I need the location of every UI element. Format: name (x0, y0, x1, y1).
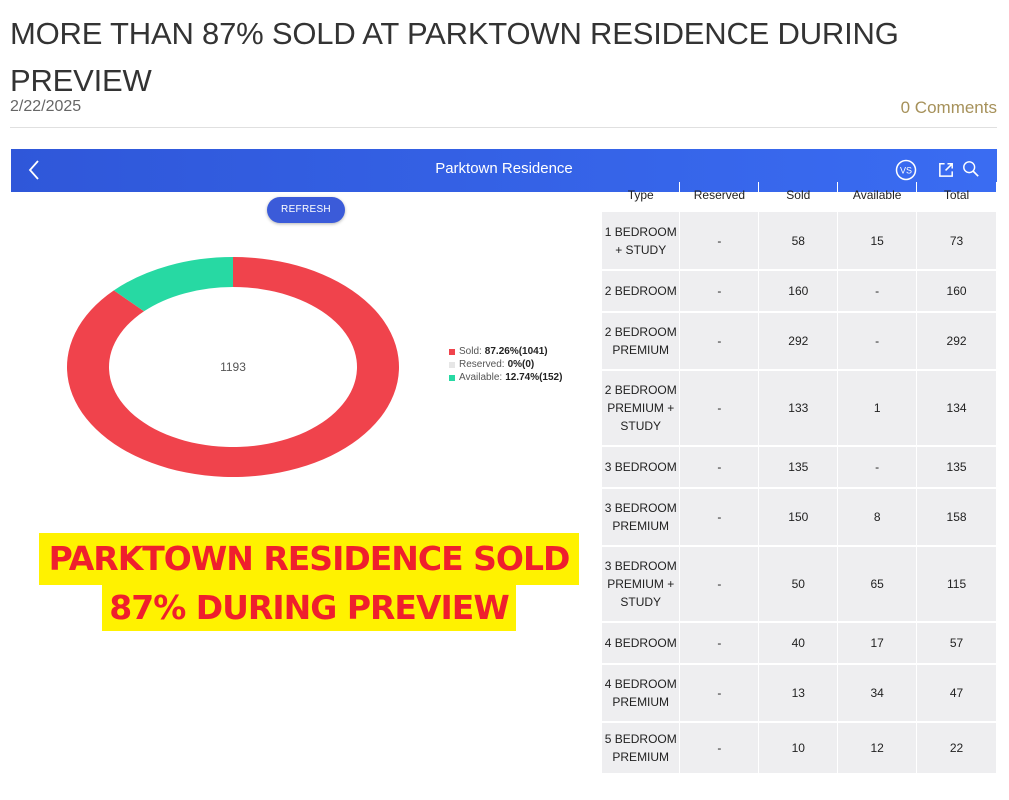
cell-type: 2 BEDROOM (602, 270, 681, 313)
cell-total: 134 (916, 370, 997, 447)
app-bar: Parktown Residence VS (11, 149, 997, 192)
cell-total: 73 (916, 212, 997, 271)
cell-available: 1 (837, 370, 918, 447)
legend-label: Sold: (459, 346, 482, 357)
cell-sold: 292 (758, 312, 839, 371)
cell-type: 5 BEDROOM PREMIUM (602, 722, 681, 775)
legend-item-reserved: Reserved: 0%(0) (449, 358, 562, 371)
column-header-type: Type (602, 182, 681, 212)
cell-reserved: - (679, 622, 760, 665)
table-row: 1 BEDROOM + STUDY -58 15 73 (602, 212, 997, 271)
cell-type: 3 BEDROOM (602, 446, 681, 489)
banner-line-2: 87% DURING PREVIEW (102, 585, 516, 631)
cell-available: 8 (837, 488, 918, 547)
cell-type: 2 BEDROOM PREMIUM (602, 312, 681, 371)
cell-sold: 133 (758, 370, 839, 447)
cell-available: 12 (837, 722, 918, 775)
cell-total: 115 (916, 546, 997, 623)
cell-sold: 150 (758, 488, 839, 547)
legend-value: 0%(0) (507, 359, 535, 370)
cell-total: 158 (916, 488, 997, 547)
cell-type: 3 BEDROOM PREMIUM + STUDY (602, 546, 681, 623)
cell-available: 65 (837, 546, 918, 623)
cell-type: 1 BEDROOM + STUDY (602, 212, 681, 271)
cell-total: 57 (916, 622, 997, 665)
cell-sold: 13 (758, 664, 839, 723)
cell-sold: 40 (758, 622, 839, 665)
cell-sold: 58 (758, 212, 839, 271)
cell-reserved: - (679, 370, 760, 447)
vs-icon[interactable]: VS (895, 159, 917, 181)
search-icon[interactable] (962, 160, 980, 178)
post-title: MORE THAN 87% SOLD AT PARKTOWN RESIDENCE… (10, 16, 899, 98)
table-row: 3 BEDROOM -135-135 (602, 446, 997, 489)
legend-item-sold: Sold: 87.26%(1041) (449, 345, 562, 358)
cell-sold: 10 (758, 722, 839, 775)
promo-banner: PARKTOWN RESIDENCE SOLD 87% DURING PREVI… (35, 533, 583, 631)
cell-total: 292 (916, 312, 997, 371)
table-row: 2 BEDROOM PREMIUM + STUDY -133 1 134 (602, 370, 997, 447)
cell-total: 135 (916, 446, 997, 489)
column-header-reserved: Reserved (679, 182, 760, 212)
chevron-left-icon[interactable] (23, 158, 47, 182)
cell-available: 15 (837, 212, 918, 271)
cell-type: 3 BEDROOM PREMIUM (602, 488, 681, 547)
table-row: 4 BEDROOM PREMIUM -13 34 47 (602, 664, 997, 723)
cell-reserved: - (679, 664, 760, 723)
legend-swatch-available (449, 374, 455, 381)
embedded-app-screenshot: Parktown Residence VS REFRESH 1193 Sold:… (11, 149, 997, 780)
legend-label: Reserved: (459, 359, 505, 370)
cell-sold: 50 (758, 546, 839, 623)
banner-line-1: PARKTOWN RESIDENCE SOLD (39, 533, 579, 585)
cell-reserved: - (679, 546, 760, 623)
table-row: 5 BEDROOM PREMIUM -10 12 22 (602, 722, 997, 775)
cell-reserved: - (679, 446, 760, 489)
cell-available: - (837, 270, 918, 313)
comments-link[interactable]: 0 Comments (900, 98, 997, 117)
legend-swatch-reserved (449, 361, 455, 368)
cell-total: 47 (916, 664, 997, 723)
donut-center-total: 1193 (220, 360, 246, 374)
legend-label: Available: (459, 372, 503, 383)
column-header-sold: Sold (758, 182, 839, 212)
cell-total: 22 (916, 722, 997, 775)
cell-reserved: - (679, 722, 760, 775)
column-header-available: Available (837, 182, 918, 212)
column-header-total: Total (916, 182, 997, 212)
cell-available: 34 (837, 664, 918, 723)
share-icon[interactable] (937, 160, 956, 179)
cell-available: - (837, 446, 918, 489)
cell-type: 4 BEDROOM (602, 622, 681, 665)
cell-type: 2 BEDROOM PREMIUM + STUDY (602, 370, 681, 447)
legend-value: 12.74%(152) (505, 372, 563, 383)
chart-legend: Sold: 87.26%(1041) Reserved: 0%(0) Avail… (449, 345, 562, 384)
cell-reserved: - (679, 312, 760, 371)
cell-reserved: - (679, 212, 760, 271)
donut-chart: 1193 (67, 257, 399, 477)
cell-reserved: - (679, 270, 760, 313)
table-header-row: Type Reserved Sold Available Total (602, 182, 997, 212)
legend-value: 87.26%(1041) (484, 346, 548, 357)
post-date: 2/22/2025 (10, 98, 82, 115)
cell-total: 160 (916, 270, 997, 313)
table-row: 4 BEDROOM -40 17 57 (602, 622, 997, 665)
cell-type: 4 BEDROOM PREMIUM (602, 664, 681, 723)
cell-sold: 135 (758, 446, 839, 489)
cell-reserved: - (679, 488, 760, 547)
cell-available: 17 (837, 622, 918, 665)
cell-available: - (837, 312, 918, 371)
table-row: 2 BEDROOM PREMIUM -292-292 (602, 312, 997, 371)
table-row: 3 BEDROOM PREMIUM + STUDY -50 65 115 (602, 546, 997, 623)
table-row: 3 BEDROOM PREMIUM -150 8 158 (602, 488, 997, 547)
legend-item-available: Available: 12.74%(152) (449, 371, 562, 384)
table-row: 2 BEDROOM -160-160 (602, 270, 997, 313)
refresh-button[interactable]: REFRESH (267, 197, 345, 223)
divider (10, 127, 997, 128)
app-title: Parktown Residence (435, 160, 573, 177)
slice-available (113, 257, 233, 312)
sales-table: Type Reserved Sold Available Total 1 BED… (602, 182, 997, 775)
legend-swatch-sold (449, 348, 455, 355)
vs-label: VS (900, 166, 912, 176)
cell-sold: 160 (758, 270, 839, 313)
